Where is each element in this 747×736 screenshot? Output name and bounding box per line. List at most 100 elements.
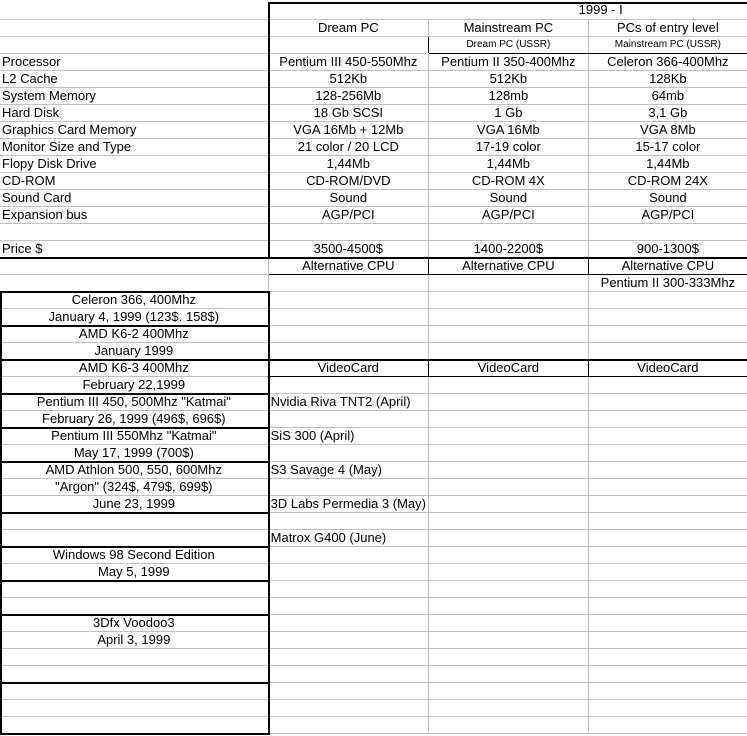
cell[interactable]: [268, 444, 429, 462]
cell[interactable]: [428, 427, 589, 445]
cell[interactable]: February 26, 1999 (496$, 696$): [0, 410, 269, 428]
cell[interactable]: Matrox G400 (June): [268, 529, 429, 547]
cell[interactable]: CD-ROM: [0, 172, 269, 190]
cell[interactable]: Mainstream PC: [428, 19, 589, 37]
cell[interactable]: CD-ROM/DVD: [268, 172, 429, 190]
cell[interactable]: Price $: [0, 240, 269, 258]
cell[interactable]: [588, 648, 747, 666]
cell[interactable]: Mainstream PC (USSR): [588, 36, 747, 54]
cell[interactable]: [268, 410, 429, 428]
cell[interactable]: [268, 342, 429, 360]
cell[interactable]: [268, 665, 429, 683]
cell[interactable]: [428, 563, 589, 581]
cell[interactable]: [0, 512, 269, 530]
cell[interactable]: [0, 223, 269, 241]
cell[interactable]: [428, 444, 589, 462]
cell[interactable]: [588, 580, 747, 598]
cell[interactable]: [588, 478, 747, 496]
cell[interactable]: [588, 461, 747, 479]
cell[interactable]: S3 Savage 4 (May): [268, 461, 429, 479]
cell[interactable]: [588, 342, 747, 360]
cell[interactable]: [268, 648, 429, 666]
cell[interactable]: Sound: [588, 189, 747, 207]
cell[interactable]: Pentium II 350-400Mhz: [428, 53, 589, 71]
cell[interactable]: [0, 274, 269, 292]
cell[interactable]: 21 color / 20 LCD: [268, 138, 429, 156]
cell[interactable]: 15-17 color: [588, 138, 747, 156]
cell[interactable]: [268, 563, 429, 581]
cell[interactable]: 3Dfx Voodoo3: [0, 614, 269, 632]
cell[interactable]: [0, 257, 269, 275]
cell[interactable]: Dream PC: [268, 19, 429, 37]
cell[interactable]: [588, 529, 747, 547]
cell[interactable]: 512Kb: [428, 70, 589, 88]
cell[interactable]: [588, 325, 747, 343]
cell[interactable]: [588, 223, 747, 241]
cell[interactable]: [0, 580, 269, 598]
cell[interactable]: [0, 665, 269, 683]
cell[interactable]: [588, 410, 747, 428]
cell[interactable]: "Argon" (324$, 479$, 699$): [0, 478, 269, 496]
cell[interactable]: Pentium III 550Mhz "Katmai": [0, 427, 269, 445]
cell[interactable]: Flopy Disk Drive: [0, 155, 269, 173]
cell[interactable]: 18 Gb SCSI: [268, 104, 429, 122]
cell[interactable]: January 1999: [0, 342, 269, 360]
cell[interactable]: [0, 716, 269, 734]
cell[interactable]: System Memory: [0, 87, 269, 105]
cell[interactable]: [268, 291, 429, 309]
cell[interactable]: 1,44Mb: [428, 155, 589, 173]
cell[interactable]: [428, 699, 589, 717]
cell[interactable]: [268, 580, 429, 598]
cell[interactable]: January 4, 1999 (123$. 158$): [0, 308, 269, 326]
cell[interactable]: AMD Athlon 500, 550, 600Mhz: [0, 461, 269, 479]
cell[interactable]: [0, 2, 269, 20]
cell[interactable]: [588, 716, 747, 734]
cell[interactable]: [428, 393, 589, 411]
cell[interactable]: 512Kb: [268, 70, 429, 88]
cell[interactable]: VGA 16Mb + 12Mb: [268, 121, 429, 139]
cell[interactable]: Dream PC (USSR): [428, 36, 589, 54]
cell[interactable]: 1999 - I: [268, 2, 747, 20]
cell[interactable]: [428, 410, 589, 428]
cell[interactable]: [588, 631, 747, 649]
cell[interactable]: AGP/PCI: [428, 206, 589, 224]
cell[interactable]: Expansion bus: [0, 206, 269, 224]
cell[interactable]: [268, 699, 429, 717]
cell[interactable]: [588, 308, 747, 326]
cell[interactable]: [268, 546, 429, 564]
cell[interactable]: [268, 274, 429, 292]
cell[interactable]: 1400-2200$: [428, 240, 589, 258]
cell[interactable]: [588, 427, 747, 445]
cell[interactable]: [428, 478, 589, 496]
cell[interactable]: 1,44Mb: [588, 155, 747, 173]
cell[interactable]: [0, 19, 269, 37]
cell[interactable]: Pentium III 450-550Mhz: [268, 53, 429, 71]
cell[interactable]: Alternative CPU: [268, 257, 429, 275]
cell[interactable]: 1,44Mb: [268, 155, 429, 173]
cell[interactable]: AMD K6-2 400Mhz: [0, 325, 269, 343]
cell[interactable]: Monitor Size and Type: [0, 138, 269, 156]
cell[interactable]: Windows 98 Second Edition: [0, 546, 269, 564]
cell[interactable]: Sound: [268, 189, 429, 207]
cell[interactable]: [268, 716, 429, 734]
cell[interactable]: AGP/PCI: [268, 206, 429, 224]
cell[interactable]: Celeron 366-400Mhz: [588, 53, 747, 71]
cell[interactable]: VGA 16Mb: [428, 121, 589, 139]
cell[interactable]: SiS 300 (April): [268, 427, 429, 445]
cell[interactable]: Celeron 366, 400Mhz: [0, 291, 269, 309]
cell[interactable]: L2 Cache: [0, 70, 269, 88]
cell[interactable]: VideoCard: [588, 359, 747, 377]
cell[interactable]: [588, 597, 747, 615]
cell[interactable]: [428, 529, 589, 547]
cell[interactable]: [428, 512, 589, 530]
cell[interactable]: 128mb: [428, 87, 589, 105]
cell[interactable]: Graphics Card Memory: [0, 121, 269, 139]
cell[interactable]: [428, 291, 589, 309]
cell[interactable]: [0, 529, 269, 547]
cell[interactable]: CD-ROM 24X: [588, 172, 747, 190]
cell[interactable]: [268, 512, 429, 530]
cell[interactable]: [428, 682, 589, 700]
cell[interactable]: [0, 36, 269, 54]
cell[interactable]: 3,1 Gb: [588, 104, 747, 122]
cell[interactable]: February 22,1999: [0, 376, 269, 394]
